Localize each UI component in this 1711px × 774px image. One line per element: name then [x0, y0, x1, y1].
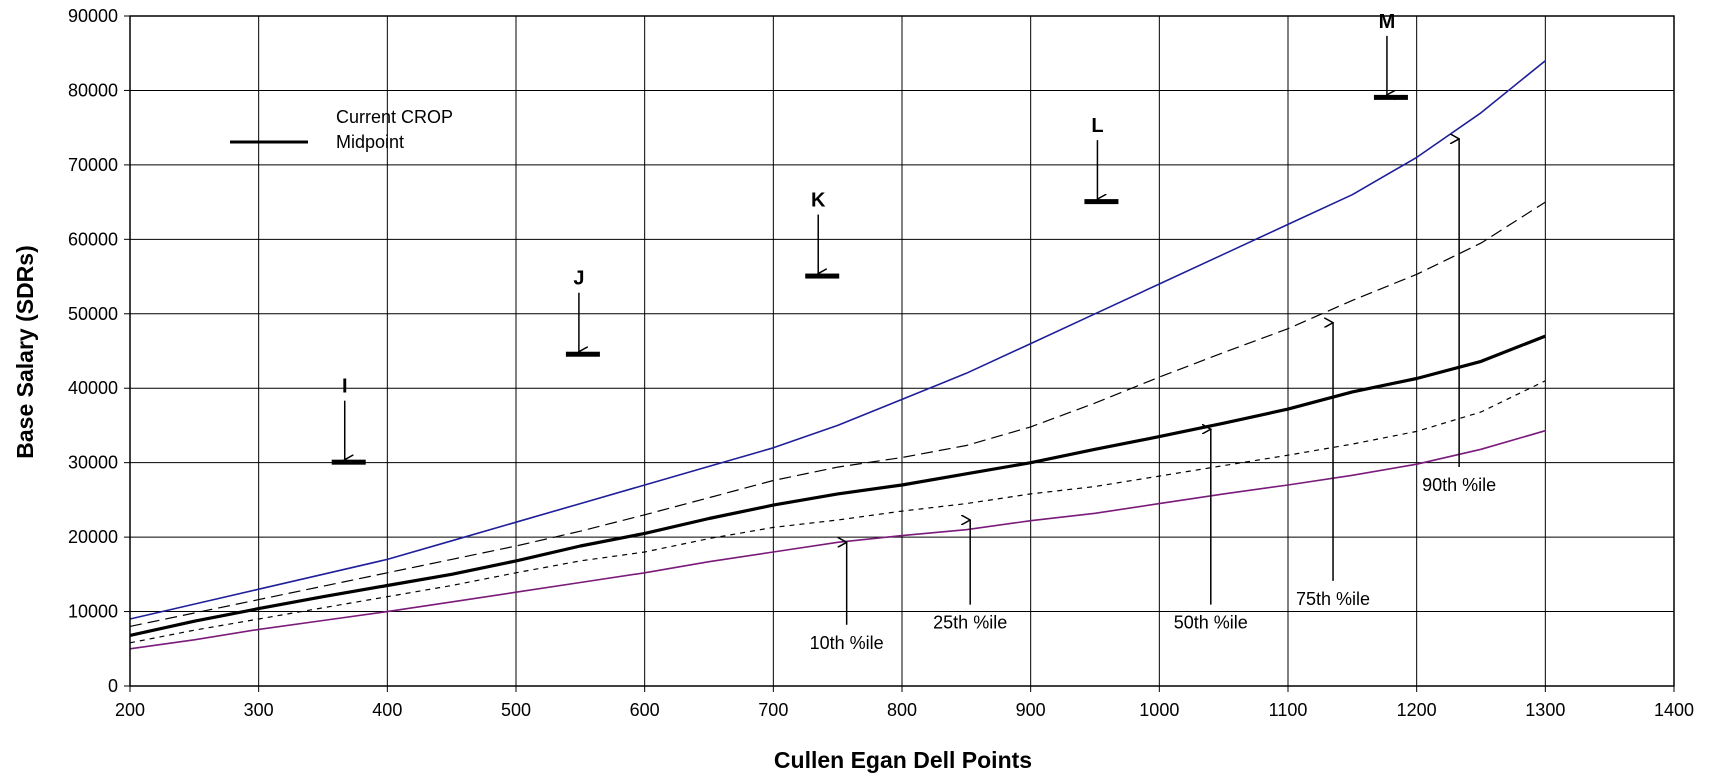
y-tick-label: 30000: [68, 453, 118, 473]
legend-label-line2: Midpoint: [336, 132, 404, 152]
x-tick-label: 1300: [1525, 700, 1565, 720]
grade-label: K: [811, 190, 826, 212]
axes: 200 300 400 500 600 700 800 900 1000 1100 1200 1300…: [68, 6, 1694, 720]
annotation-label: 75th %ile: [1296, 589, 1370, 609]
x-tick-label: 400: [372, 700, 402, 720]
x-tick-label: 900: [1016, 700, 1046, 720]
x-tick-label: 800: [887, 700, 917, 720]
legend-label-line1: Current CROP: [336, 107, 453, 127]
series-line-p75: [129, 201, 1546, 627]
annotation-layer: 10th %ile 25th %ile 50th %ile 75th %ile 90th…: [331, 11, 1496, 653]
grade-marker-bar: [331, 459, 366, 465]
y-tick-label: 10000: [68, 602, 118, 622]
y-tick-label: 50000: [68, 304, 118, 324]
y-tick-label: 90000: [68, 6, 118, 26]
x-tick-label: 500: [501, 700, 531, 720]
grade-marker-bar: [805, 273, 840, 279]
grade-marker-bar: [565, 351, 600, 357]
x-tick-label: 1400: [1654, 700, 1694, 720]
annotation-label: 25th %ile: [933, 613, 1007, 633]
x-tick-label: 1100: [1269, 700, 1308, 720]
annotation-label: 90th %ile: [1422, 475, 1496, 495]
y-tick-label: 60000: [68, 229, 118, 249]
series-line-midpoint: [129, 334, 1546, 637]
y-axis-title: Base Salary (SDRs): [12, 245, 38, 459]
x-tick-label: 700: [758, 700, 788, 720]
x-tick-label: 300: [244, 700, 274, 720]
grade-label: L: [1091, 115, 1103, 137]
y-tick-label: 40000: [68, 378, 118, 398]
grade-label: J: [573, 268, 584, 290]
x-tick-label: 1200: [1397, 700, 1437, 720]
y-tick-label: 70000: [68, 155, 118, 175]
x-tick-label: 600: [630, 700, 660, 720]
annotation-label: 50th %ile: [1174, 613, 1248, 633]
y-tick-label: 0: [108, 676, 118, 696]
y-tick-label: 20000: [68, 527, 118, 547]
plot-frame: [129, 15, 1675, 687]
grade-label: M: [1379, 11, 1396, 33]
grade-label: I: [342, 376, 348, 398]
x-tick-label: 200: [115, 700, 145, 720]
grade-marker-bar: [1373, 94, 1408, 100]
y-tick-label: 80000: [68, 80, 118, 100]
grade-marker-bar: [1084, 199, 1119, 205]
x-tick-label: 1000: [1139, 700, 1179, 720]
annotation-label: 10th %ile: [810, 633, 884, 653]
x-axis-title: Cullen Egan Dell Points: [774, 747, 1032, 773]
legend: Current CROP Midpoint: [230, 107, 453, 152]
series-line-p90: [129, 60, 1546, 620]
